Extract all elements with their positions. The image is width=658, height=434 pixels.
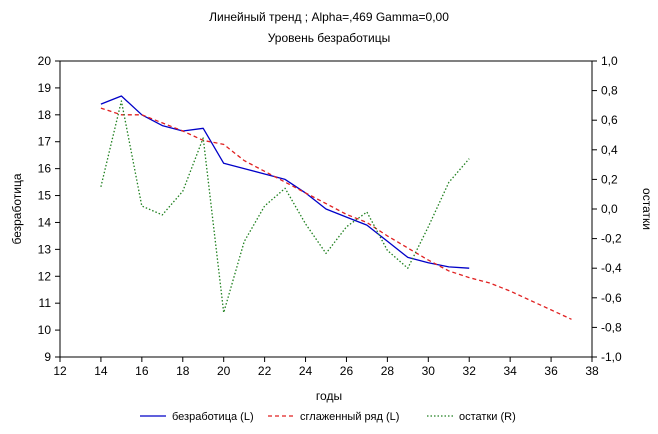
y-left-tick-label: 11 xyxy=(39,296,52,310)
y-left-tick-label: 16 xyxy=(38,162,52,176)
x-tick-label: 24 xyxy=(299,364,313,378)
y-left-tick-label: 14 xyxy=(38,215,52,229)
y-right-tick-label: 1,0 xyxy=(601,54,618,68)
series-smoothed-line xyxy=(100,107,572,320)
y-left-tick-label: 13 xyxy=(38,242,52,256)
y-right-tick-label: 0,6 xyxy=(601,113,618,127)
series-residuals-line xyxy=(100,100,470,314)
y-right-tick-label: 0,8 xyxy=(601,84,618,98)
y-right-tick-label: -0,6 xyxy=(601,291,622,305)
x-tick-label: 14 xyxy=(94,364,108,378)
y-right-tick-label: 0,4 xyxy=(601,143,618,157)
x-tick-label: 28 xyxy=(381,364,395,378)
y-right-tick-label: -0,2 xyxy=(601,232,622,246)
x-tick-label: 30 xyxy=(422,364,436,378)
x-tick-label: 38 xyxy=(585,364,599,378)
y-axis-right-label: остатки xyxy=(640,188,654,230)
y-left-tick-label: 19 xyxy=(38,81,52,95)
y-left-tick-label: 18 xyxy=(38,108,52,122)
chart-title: Линейный тренд ; Alpha=,469 Gamma=0,00 xyxy=(209,10,449,24)
y-right-tick-label: -0,4 xyxy=(601,261,622,275)
x-tick-label: 12 xyxy=(53,364,67,378)
y-right-tick-label: 0,2 xyxy=(601,172,618,186)
x-tick-label: 36 xyxy=(544,364,558,378)
legend-label-unemployment: безработица (L) xyxy=(172,411,254,423)
x-tick-label: 34 xyxy=(503,364,517,378)
x-tick-label: 26 xyxy=(340,364,354,378)
y-left-tick-label: 12 xyxy=(38,269,52,283)
x-tick-label: 18 xyxy=(176,364,190,378)
legend-label-smoothed: сглаженный ряд (L) xyxy=(300,411,399,423)
series-layer xyxy=(100,95,572,320)
y-axis-left-label: безработица xyxy=(10,173,24,244)
series-unemployment-line xyxy=(100,95,470,269)
y-left-tick-label: 17 xyxy=(38,135,52,149)
x-tick-label: 20 xyxy=(217,364,231,378)
legend: безработица (L) сглаженный ряд (L) остат… xyxy=(140,411,516,423)
x-tick-label: 16 xyxy=(135,364,149,378)
y-left-tick-label: 15 xyxy=(38,189,52,203)
x-axis-ticks: 12 14 16 18 20 22 24 26 28 30 32 34 36 38 xyxy=(53,357,599,378)
y-axis-left-ticks: 9 10 11 12 13 14 15 16 17 18 19 20 xyxy=(38,54,60,364)
legend-label-residuals: остатки (R) xyxy=(459,411,516,423)
y-right-tick-label: -0,8 xyxy=(601,320,622,334)
y-left-tick-label: 20 xyxy=(38,54,52,68)
x-tick-label: 32 xyxy=(463,364,477,378)
y-right-tick-label: -1,0 xyxy=(601,350,622,364)
x-tick-label: 22 xyxy=(258,364,272,378)
x-axis-label: годы xyxy=(316,389,342,403)
y-right-tick-label: 0,0 xyxy=(601,202,618,216)
y-left-tick-label: 10 xyxy=(38,323,52,337)
y-left-tick-label: 9 xyxy=(44,350,51,364)
chart-subtitle: Уровень безработицы xyxy=(268,31,391,45)
y-axis-right-ticks: -1,0 -0,8 -0,6 -0,4 -0,2 0,0 0,2 0,4 0,6 0,8 1,0 xyxy=(592,54,622,364)
